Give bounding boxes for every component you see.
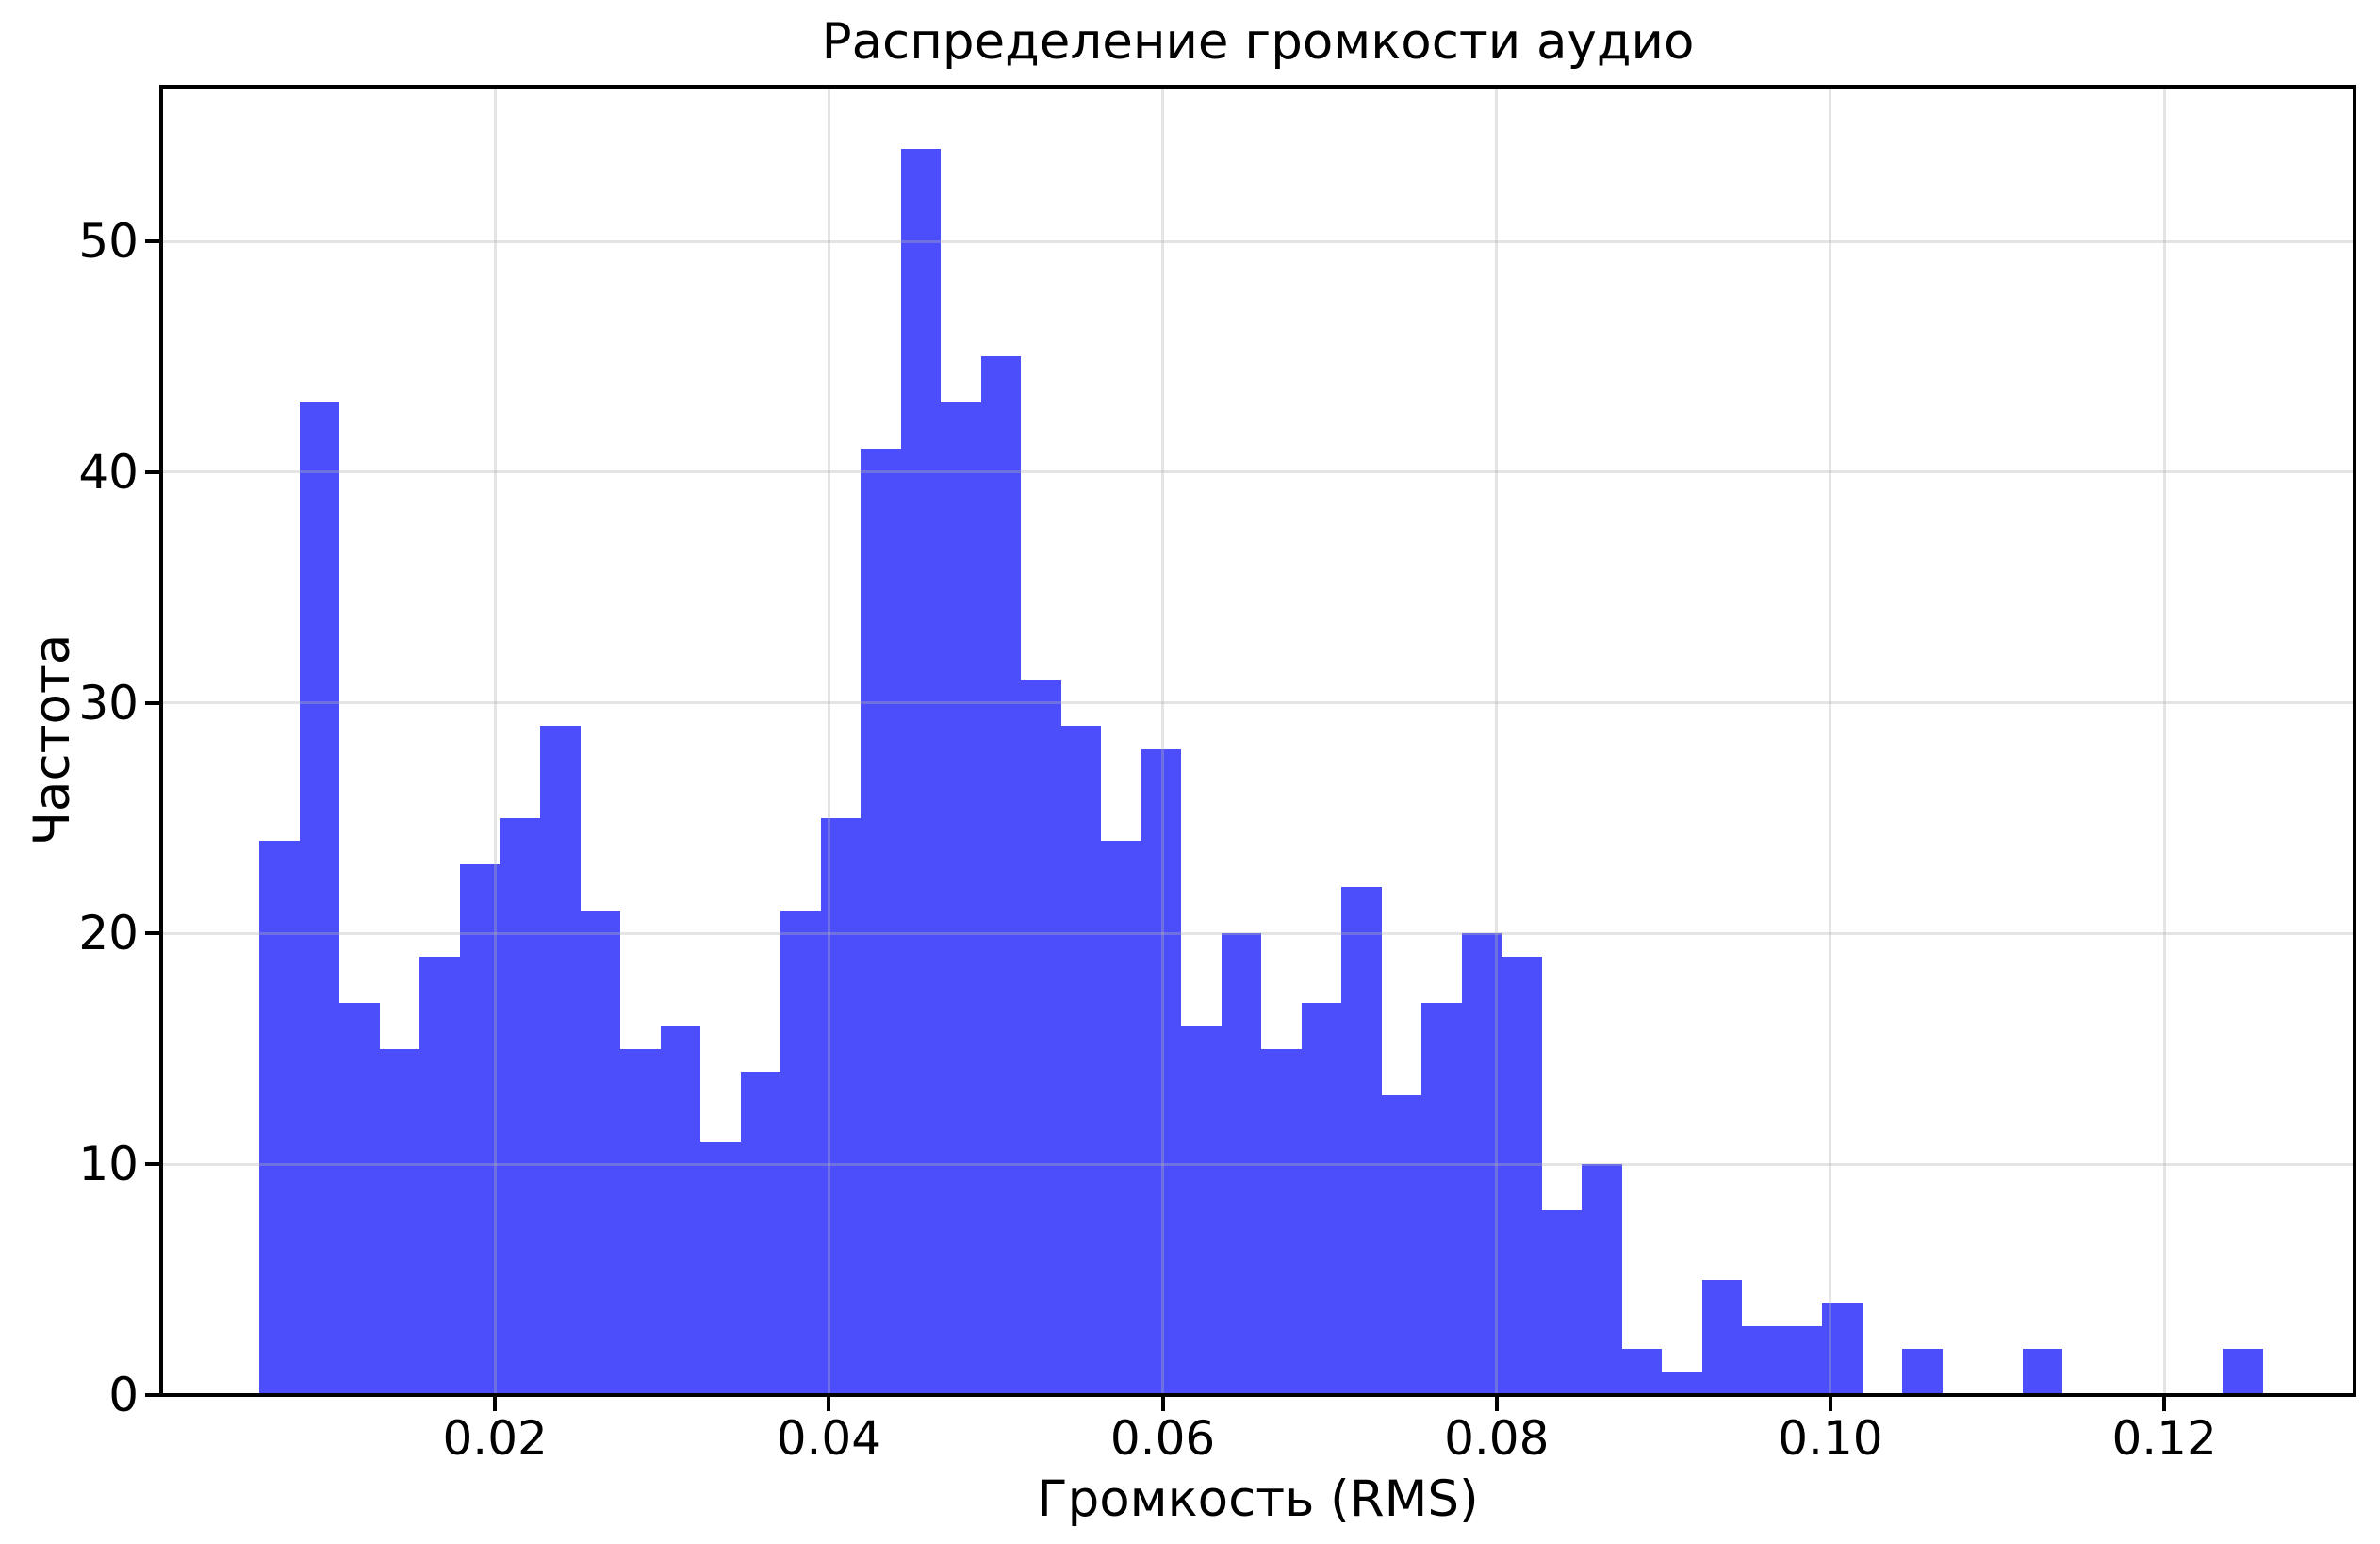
axis-spine-top	[159, 85, 2356, 89]
gridline-vertical	[1161, 87, 1165, 1395]
histogram-bar	[299, 402, 340, 1395]
histogram-bar	[1421, 1002, 1462, 1395]
x-tick-mark	[1828, 1397, 1832, 1411]
histogram-bar	[1582, 1164, 1622, 1395]
histogram-bar	[700, 1141, 741, 1395]
x-tick-mark	[827, 1397, 831, 1411]
histogram-bar	[861, 449, 901, 1395]
axis-spine-bottom	[159, 1393, 2356, 1397]
histogram-bar	[660, 1026, 700, 1395]
x-tick-label: 0.04	[776, 1411, 882, 1466]
histogram-bar	[1662, 1372, 1702, 1395]
histogram-bar	[540, 726, 581, 1395]
histogram-bar	[500, 818, 540, 1395]
histogram-bar	[459, 863, 501, 1395]
histogram-bar	[1461, 933, 1502, 1395]
histogram-bar	[1822, 1303, 1863, 1395]
histogram-bar	[780, 910, 821, 1395]
x-tick-label: 0.02	[442, 1411, 548, 1466]
histogram-bar	[980, 356, 1022, 1395]
x-tick-label: 0.08	[1444, 1411, 1550, 1466]
histogram-bar	[2223, 1349, 2263, 1395]
histogram-bar	[2022, 1349, 2063, 1395]
y-tick-label: 10	[78, 1137, 139, 1192]
histogram-bar	[1502, 956, 1542, 1395]
histogram-bar	[1221, 933, 1262, 1395]
histogram-bar	[820, 818, 862, 1395]
x-tick-mark	[1160, 1397, 1165, 1411]
y-tick-label: 20	[78, 906, 139, 961]
histogram-bar	[620, 1048, 661, 1395]
histogram-bar	[900, 149, 942, 1395]
histogram-bar	[1261, 1048, 1302, 1395]
histogram-bar	[1621, 1349, 1663, 1395]
histogram-bar	[419, 956, 460, 1395]
histogram-bar	[580, 910, 620, 1395]
y-tick-label: 40	[78, 444, 139, 500]
gridline-horizontal	[161, 1162, 2355, 1166]
y-tick-mark	[145, 469, 159, 474]
x-tick-mark	[2162, 1397, 2167, 1411]
histogram-bar	[1742, 1325, 1782, 1395]
y-tick-label: 30	[78, 675, 139, 731]
histogram-bar	[1381, 1094, 1422, 1395]
y-tick-mark	[145, 1162, 159, 1167]
histogram-bar	[379, 1048, 420, 1395]
histogram-bar	[1301, 1002, 1342, 1395]
histogram-bar	[1060, 726, 1102, 1395]
gridline-horizontal	[161, 470, 2355, 474]
y-tick-mark	[145, 700, 159, 705]
gridline-vertical	[493, 87, 497, 1395]
x-tick-mark	[1494, 1397, 1499, 1411]
gridline-vertical	[1829, 87, 1832, 1395]
y-tick-label: 0	[108, 1368, 139, 1422]
plot-area	[161, 87, 2355, 1395]
histogram-bar	[1701, 1279, 1743, 1395]
histogram-bar	[1341, 887, 1382, 1395]
histogram-bar	[1902, 1349, 1943, 1395]
axis-spine-left	[159, 85, 163, 1397]
x-tick-label: 0.12	[2111, 1411, 2217, 1466]
y-tick-mark	[145, 1393, 159, 1397]
histogram-bar	[1021, 680, 1061, 1395]
histogram-bar	[740, 1072, 780, 1395]
x-tick-label: 0.06	[1109, 1411, 1216, 1466]
y-axis-label: Частота	[24, 633, 81, 846]
y-tick-label: 50	[78, 214, 139, 269]
gridline-vertical	[1495, 87, 1499, 1395]
histogram-bar	[1141, 748, 1182, 1395]
histogram-bar	[941, 402, 981, 1395]
x-tick-label: 0.10	[1778, 1411, 1883, 1466]
gridline-horizontal	[161, 931, 2355, 935]
gridline-vertical	[2162, 87, 2166, 1395]
gridline-vertical	[827, 87, 830, 1395]
gridline-horizontal	[161, 701, 2355, 705]
x-axis-label: Громкость (RMS)	[1037, 1470, 1479, 1528]
histogram-bar	[1781, 1325, 1823, 1395]
histogram-bar	[259, 841, 300, 1395]
y-tick-mark	[145, 931, 159, 936]
x-tick-mark	[493, 1397, 498, 1411]
chart-title: Распределение громкости аудио	[821, 13, 1695, 71]
histogram-bar	[339, 1002, 380, 1395]
histogram-bar	[1541, 1210, 1583, 1395]
gridline-horizontal	[161, 239, 2355, 243]
histogram-bar	[1101, 841, 1141, 1395]
histogram-bar	[1181, 1026, 1222, 1395]
y-tick-mark	[145, 239, 159, 243]
axis-spine-right	[2353, 85, 2356, 1397]
